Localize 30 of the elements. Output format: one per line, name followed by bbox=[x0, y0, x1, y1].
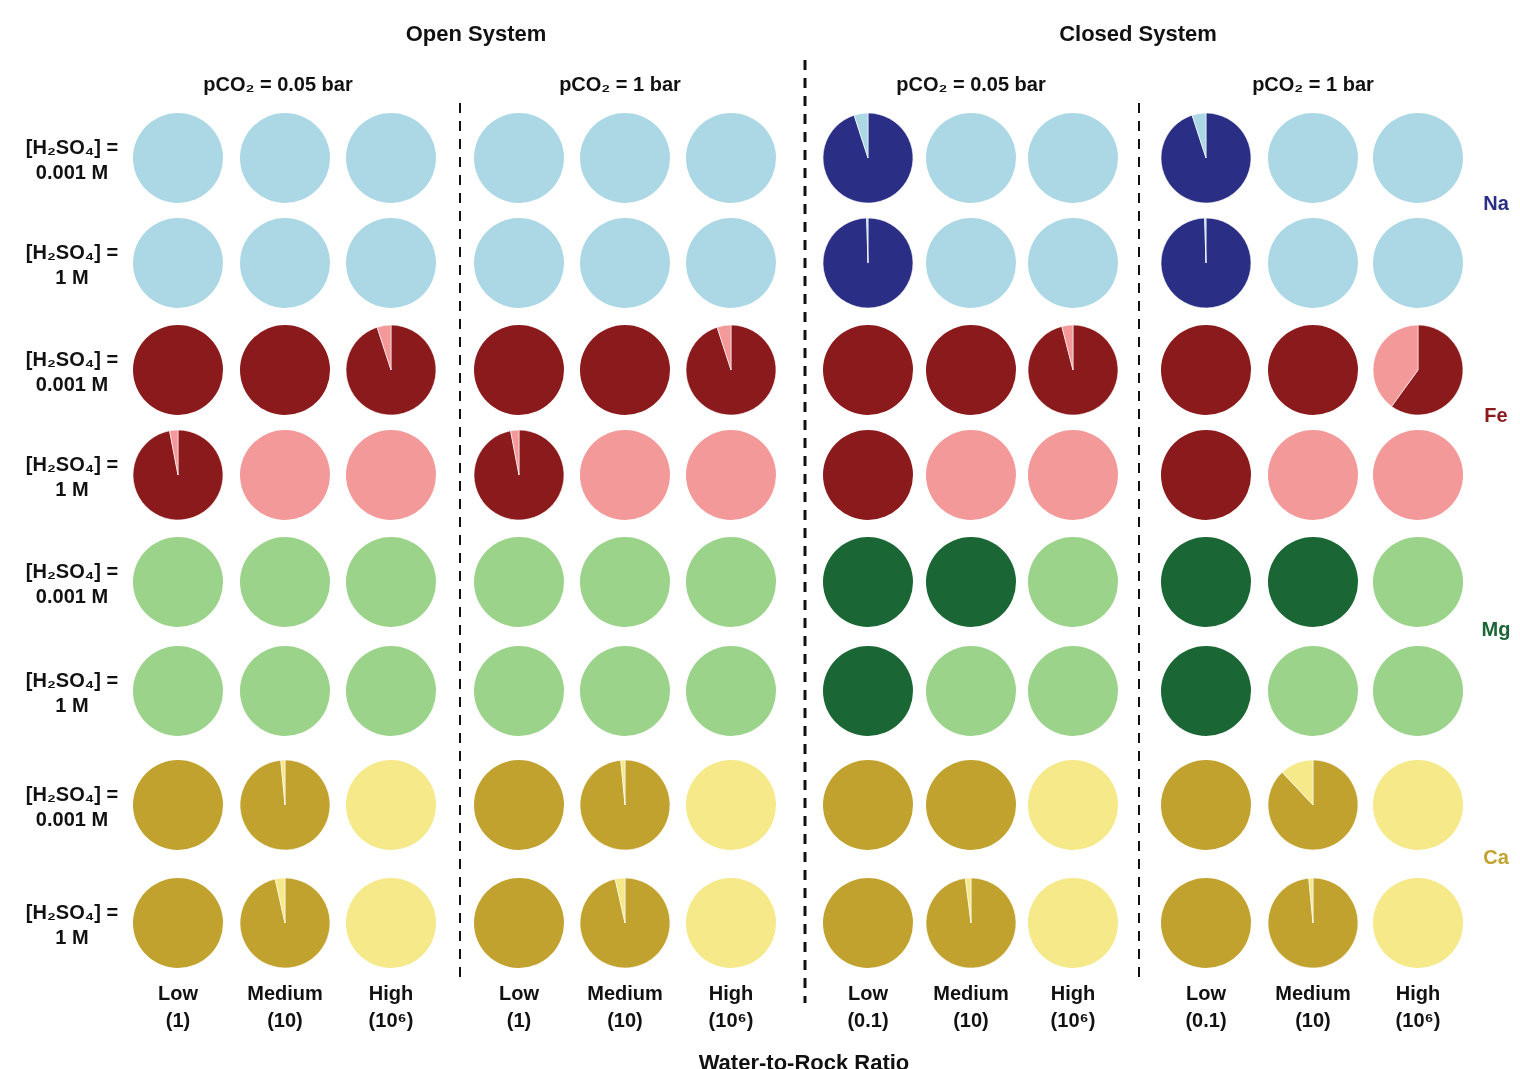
text: Open System bbox=[405, 21, 547, 46]
text: [H₂SO₄] = 0.001 M bbox=[25, 560, 119, 607]
text: Fe bbox=[1484, 404, 1508, 426]
text: Low (1) bbox=[158, 982, 199, 1031]
text: pCO₂ = 0.05 bar bbox=[896, 73, 1046, 95]
text: pCO₂ = 1 bar bbox=[1252, 73, 1375, 95]
text: High (10⁶) bbox=[1395, 982, 1441, 1031]
text: [H₂SO₄] = 1 M bbox=[25, 241, 119, 288]
text: Na bbox=[1483, 192, 1510, 214]
text: [H₂SO₄] = 1 M bbox=[25, 901, 119, 948]
text: Low (1) bbox=[499, 982, 540, 1031]
text: Medium (10) bbox=[1275, 982, 1351, 1031]
text: [H₂SO₄] = 1 M bbox=[25, 453, 119, 500]
text: pCO₂ = 0.05 bar bbox=[203, 73, 353, 95]
text: Medium (10) bbox=[933, 982, 1009, 1031]
text: pCO₂ = 1 bar bbox=[559, 73, 682, 95]
text: High (10⁶) bbox=[708, 982, 754, 1031]
text: Mg bbox=[1481, 618, 1511, 640]
text: [H₂SO₄] = 1 M bbox=[25, 669, 119, 716]
text: High (10⁶) bbox=[368, 982, 414, 1031]
text: Low (0.1) bbox=[847, 982, 889, 1031]
text: [H₂SO₄] = 0.001 M bbox=[25, 348, 119, 395]
text: Low (0.1) bbox=[1185, 982, 1227, 1031]
text: Medium (10) bbox=[587, 982, 663, 1031]
text: [H₂SO₄] = 0.001 M bbox=[25, 783, 119, 830]
text: Medium (10) bbox=[247, 982, 323, 1031]
text: High (10⁶) bbox=[1050, 982, 1096, 1031]
text: [H₂SO₄] = 0.001 M bbox=[25, 136, 119, 183]
text: Ca bbox=[1483, 846, 1510, 868]
text: Closed System bbox=[1059, 21, 1217, 46]
